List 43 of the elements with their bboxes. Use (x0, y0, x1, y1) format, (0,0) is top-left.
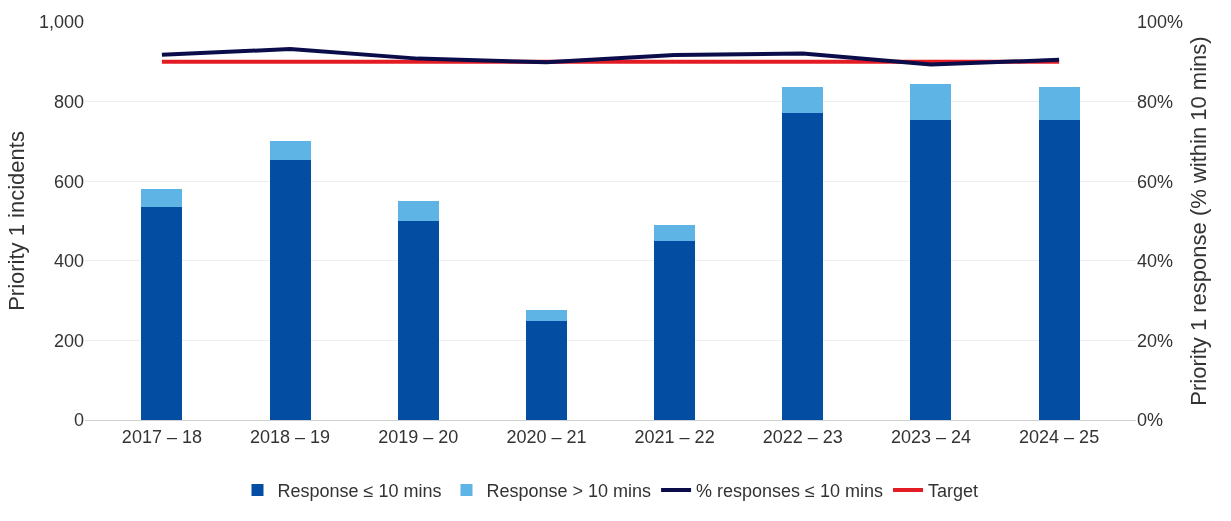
bar (1038, 87, 1080, 120)
y-axis-title: Priority 1 incidents (3, 131, 29, 311)
bar (397, 200, 439, 221)
bar (269, 159, 311, 420)
bar (141, 188, 183, 208)
legend-label: Target (928, 480, 979, 501)
legend-label: Response > 10 mins (486, 480, 652, 501)
x-tick-label: 2021 – 22 (634, 426, 715, 447)
bar (397, 220, 439, 420)
y2-tick-label: 20% (1137, 330, 1174, 351)
y2-tick-label: 40% (1137, 251, 1174, 272)
bar (525, 310, 567, 321)
y-tick-label: 200 (53, 330, 84, 351)
line-series (159, 47, 1062, 67)
y-tick-label: 1,000 (38, 12, 84, 33)
y-tick-label: 0 (73, 410, 84, 431)
y2-tick-label: 100% (1137, 12, 1184, 33)
y2-tick-label: 0% (1137, 410, 1164, 431)
legend-label: % responses ≤ 10 mins (696, 480, 884, 501)
y2-axis-title: Priority 1 response (% within 10 mins) (1185, 36, 1211, 406)
bar (910, 83, 952, 120)
bar (269, 141, 311, 160)
x-tick-label: 2018 – 19 (250, 426, 331, 447)
y2-tick-label: 60% (1137, 171, 1174, 192)
x-tick-label: 2017 – 18 (121, 426, 202, 447)
bar (654, 241, 696, 420)
legend-label: Response ≤ 10 mins (277, 480, 442, 501)
x-tick-label: 2022 – 23 (762, 426, 843, 447)
bar (782, 86, 824, 114)
y-tick-label: 600 (53, 171, 84, 192)
bar (654, 224, 696, 242)
bar (141, 207, 183, 420)
x-tick-label: 2024 – 25 (1019, 426, 1100, 447)
y-tick-label: 800 (53, 91, 84, 112)
x-tick-label: 2023 – 24 (890, 426, 971, 447)
x-tick-label: 2019 – 20 (378, 426, 459, 447)
bar (782, 113, 824, 420)
y-tick-label: 400 (53, 251, 84, 272)
bar (910, 119, 952, 420)
x-tick-label: 2020 – 21 (506, 426, 587, 447)
y2-tick-label: 80% (1137, 91, 1174, 112)
bar (1038, 119, 1080, 420)
bar (525, 320, 567, 420)
